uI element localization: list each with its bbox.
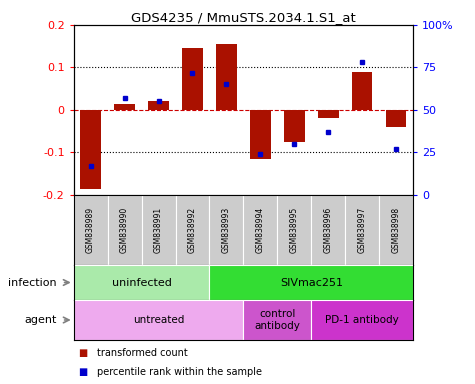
Bar <box>352 72 372 110</box>
Bar <box>386 110 407 127</box>
Bar <box>311 300 413 340</box>
Bar <box>107 195 142 265</box>
Bar <box>142 195 176 265</box>
Bar <box>176 195 209 265</box>
Bar <box>345 195 379 265</box>
Text: ■: ■ <box>78 367 87 377</box>
Text: infection: infection <box>8 278 57 288</box>
Text: GSM838993: GSM838993 <box>222 207 231 253</box>
Text: GSM838995: GSM838995 <box>290 207 299 253</box>
Bar <box>216 44 237 110</box>
Text: uninfected: uninfected <box>112 278 171 288</box>
Bar <box>148 101 169 110</box>
Bar <box>74 300 243 340</box>
Text: GSM838989: GSM838989 <box>86 207 95 253</box>
Bar <box>209 195 243 265</box>
Text: PD-1 antibody: PD-1 antibody <box>325 315 399 325</box>
Title: GDS4235 / MmuSTS.2034.1.S1_at: GDS4235 / MmuSTS.2034.1.S1_at <box>131 11 356 24</box>
Text: GSM838996: GSM838996 <box>324 207 333 253</box>
Text: SIVmac251: SIVmac251 <box>280 278 343 288</box>
Bar <box>74 195 107 265</box>
Text: transformed count: transformed count <box>97 348 188 358</box>
Bar <box>80 110 101 189</box>
Bar <box>182 48 203 110</box>
Bar <box>243 195 277 265</box>
Text: GSM838992: GSM838992 <box>188 207 197 253</box>
Text: ■: ■ <box>78 348 87 358</box>
Bar <box>277 195 311 265</box>
Text: percentile rank within the sample: percentile rank within the sample <box>97 367 262 377</box>
Text: GSM838991: GSM838991 <box>154 207 163 253</box>
Text: untreated: untreated <box>133 315 184 325</box>
Bar <box>318 110 339 119</box>
Text: control
antibody: control antibody <box>255 309 300 331</box>
Text: agent: agent <box>24 315 57 325</box>
Text: GSM838998: GSM838998 <box>392 207 401 253</box>
Bar <box>209 265 413 300</box>
Bar <box>74 265 209 300</box>
Bar <box>284 110 304 142</box>
Text: GSM838997: GSM838997 <box>358 207 367 253</box>
Bar <box>379 195 413 265</box>
Bar <box>114 104 135 110</box>
Bar <box>312 195 345 265</box>
Text: GSM838990: GSM838990 <box>120 207 129 253</box>
Bar <box>250 110 271 159</box>
Text: GSM838994: GSM838994 <box>256 207 265 253</box>
Bar <box>243 300 312 340</box>
